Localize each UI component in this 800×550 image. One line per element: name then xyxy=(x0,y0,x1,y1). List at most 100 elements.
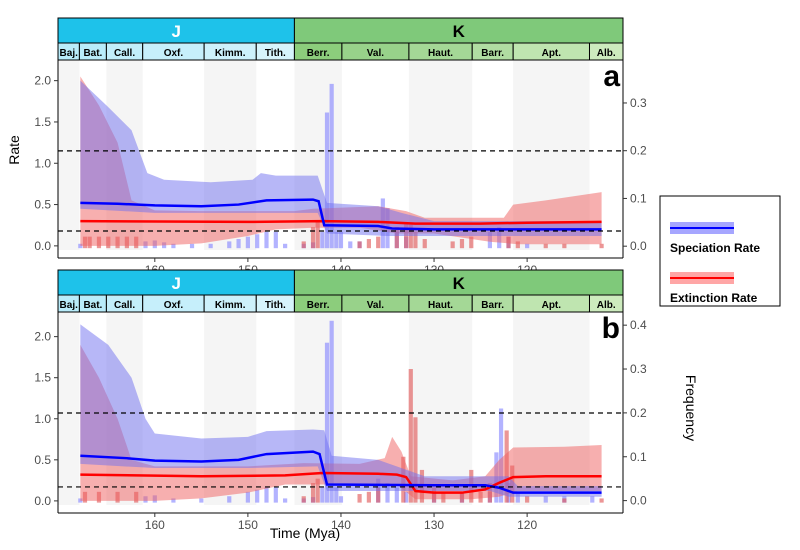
panel-label: a xyxy=(603,60,620,93)
legend-label-extinction: Extinction Rate xyxy=(670,291,758,305)
y-right-tick-label: 0.2 xyxy=(630,144,647,158)
extinction-frequency-bar xyxy=(357,494,362,503)
y-right-tick-label: 0.3 xyxy=(630,362,647,376)
stage-label: Baj. xyxy=(60,48,79,59)
speciation-frequency-bar xyxy=(171,243,176,249)
stage-label: Oxf. xyxy=(164,300,184,311)
legend-label-speciation: Speciation Rate xyxy=(670,241,760,255)
speciation-frequency-bar xyxy=(171,498,176,503)
legend: Speciation Rate Extinction Rate xyxy=(659,195,781,307)
extinction-frequency-bar xyxy=(459,239,465,249)
speciation-rate-line xyxy=(80,198,602,231)
speciation-frequency-bar xyxy=(189,243,195,249)
legend-box xyxy=(659,195,781,307)
period-box-K xyxy=(293,269,624,296)
y-right-tick-label: 0.0 xyxy=(630,239,647,253)
extinction-frequency-bar xyxy=(301,496,306,503)
y-right-tick-label: 0.4 xyxy=(630,318,647,332)
x-tick-label: 150 xyxy=(238,518,258,532)
extinction-frequency-bar xyxy=(408,369,413,503)
stage-label: Val. xyxy=(367,48,384,59)
panel-b: J K Baj. Bat. Call. Oxf. Kimm. Tith. Berr. Val. Ha… xyxy=(34,269,647,532)
speciation-frequency-bar xyxy=(324,112,330,249)
extinction-frequency-bar xyxy=(562,243,567,249)
stage-label: Haut. xyxy=(428,300,453,311)
stage-label: Call. xyxy=(114,300,135,311)
extinction-frequency-bar xyxy=(543,243,548,249)
stage-label: Bat. xyxy=(83,48,102,59)
speciation-frequency-bar xyxy=(324,342,330,503)
y-tick-label: 0.0 xyxy=(34,494,51,508)
stage-label: Tith. xyxy=(265,48,286,59)
extinction-frequency-bar xyxy=(376,236,381,249)
extinction-frequency-bar xyxy=(315,222,320,249)
y-right-tick-label: 0.1 xyxy=(630,450,647,464)
y-tick-label: 1.0 xyxy=(34,412,51,426)
y-tick-label: 0.5 xyxy=(34,198,51,212)
speciation-frequency-bar xyxy=(338,231,344,249)
stage-label: Alb. xyxy=(597,300,616,311)
speciation-frequency-bar xyxy=(255,489,260,503)
stage-label: Berr. xyxy=(307,48,330,59)
speciation-frequency-bar xyxy=(273,487,278,503)
speciation-frequency-bar xyxy=(338,496,344,503)
stage-box xyxy=(588,42,624,61)
extinction-frequency-bar xyxy=(408,224,413,249)
extinction-frequency-bar xyxy=(366,491,371,503)
speciation-rate-band xyxy=(80,80,602,236)
period-box-K xyxy=(293,17,624,44)
period-box-J xyxy=(57,17,295,44)
y-tick-label: 2.0 xyxy=(34,74,51,88)
speciation-frequency-bar xyxy=(348,241,353,249)
stage-label: Apt. xyxy=(542,300,562,311)
extinction-frequency-bar xyxy=(599,243,604,249)
speciation-frequency-bar xyxy=(329,83,334,249)
x-tick-label: 160 xyxy=(145,518,165,532)
y-axis-label-frequency: Frequency xyxy=(683,375,699,441)
extinction-frequency-bar xyxy=(310,483,316,503)
extinction-frequency-bar xyxy=(357,241,362,249)
extinction-frequency-bar xyxy=(366,239,371,249)
extinction-rate-line xyxy=(80,219,602,225)
speciation-frequency-bar xyxy=(245,236,250,249)
speciation-frequency-bar xyxy=(498,408,504,503)
extinction-frequency-bar xyxy=(450,241,455,249)
extinction-frequency-bar xyxy=(376,487,381,503)
extinction-frequency-bar xyxy=(315,478,320,503)
y-right-tick-label: 0.2 xyxy=(630,406,647,420)
speciation-frequency-bar xyxy=(245,491,250,503)
stage-label: Alb. xyxy=(597,48,616,59)
speciation-frequency-bar xyxy=(329,320,334,503)
extinction-frequency-bar xyxy=(562,498,567,503)
stage-label: Val. xyxy=(367,300,384,311)
x-tick-label: 140 xyxy=(331,518,351,532)
y-tick-label: 2.0 xyxy=(34,330,51,344)
stage-box xyxy=(588,294,624,313)
extinction-frequency-bar xyxy=(413,231,418,249)
speciation-frequency-bar xyxy=(273,231,278,249)
speciation-frequency-bar xyxy=(227,496,232,503)
period-label-J: J xyxy=(171,274,180,293)
stage-label: Apt. xyxy=(542,48,562,59)
y-tick-label: 0.0 xyxy=(34,239,51,253)
y-tick-label: 1.5 xyxy=(34,115,51,129)
y-right-tick-label: 0.0 xyxy=(630,494,647,508)
extinction-rate-line xyxy=(80,471,602,494)
stage-label: Kimm. xyxy=(215,300,246,311)
stage-shade xyxy=(58,60,80,250)
stage-label: Baj. xyxy=(60,300,79,311)
speciation-frequency-bar xyxy=(264,487,269,503)
extinction-frequency-bar xyxy=(515,241,520,249)
speciation-frequency-bar xyxy=(78,243,83,249)
extinction-frequency-bar xyxy=(422,239,427,249)
y-axis-label-rate: Rate xyxy=(6,135,22,165)
speciation-frequency-bar xyxy=(590,496,595,503)
extinction-frequency-bar xyxy=(394,227,399,249)
extinction-frequency-bar xyxy=(413,417,418,503)
stage-shade xyxy=(58,312,80,505)
speciation-frequency-bar xyxy=(236,239,241,249)
stage-label: Barr. xyxy=(481,300,504,311)
speciation-frequency-bar xyxy=(334,487,339,503)
stage-label: Bat. xyxy=(83,300,102,311)
